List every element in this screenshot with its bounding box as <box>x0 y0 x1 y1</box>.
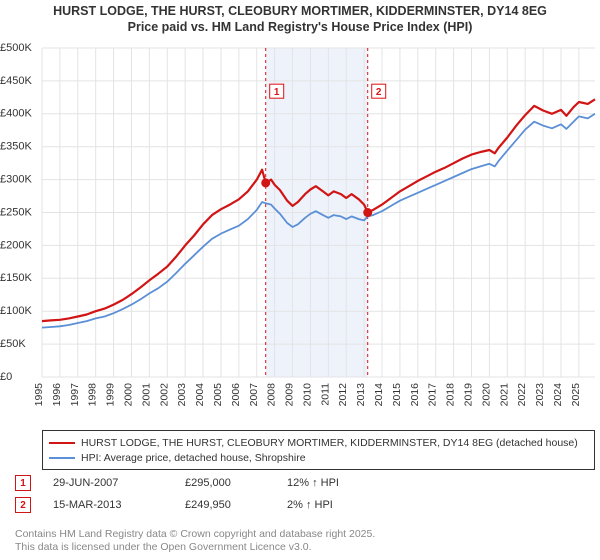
flag-badge-1: 1 <box>15 475 31 491</box>
svg-text:£100K: £100K <box>0 305 32 317</box>
svg-text:2010: 2010 <box>301 383 313 407</box>
flag-hpi-1: 12% ↑ HPI <box>287 477 377 489</box>
svg-text:2020: 2020 <box>480 383 492 407</box>
svg-text:2014: 2014 <box>373 383 385 407</box>
chart-title-block: HURST LODGE, THE HURST, CLEOBURY MORTIME… <box>0 0 600 35</box>
title-line-1: HURST LODGE, THE HURST, CLEOBURY MORTIME… <box>0 4 600 20</box>
svg-text:2004: 2004 <box>194 383 206 407</box>
flag-price-1: £295,000 <box>185 477 265 489</box>
svg-text:1997: 1997 <box>69 383 81 407</box>
svg-text:1995: 1995 <box>33 383 45 407</box>
attribution-line-2: This data is licensed under the Open Gov… <box>15 541 375 554</box>
attribution-line-1: Contains HM Land Registry data © Crown c… <box>15 528 375 541</box>
svg-text:£50K: £50K <box>0 338 26 350</box>
legend-label-price-paid: HURST LODGE, THE HURST, CLEOBURY MORTIME… <box>81 437 578 449</box>
flag-date-2: 15-MAR-2013 <box>53 499 163 511</box>
svg-text:2002: 2002 <box>158 383 170 407</box>
svg-text:2009: 2009 <box>284 383 296 407</box>
chart-area: £0 £50K £100K £150K £200K £250K £300K £350K £400… <box>0 42 600 422</box>
svg-text:1998: 1998 <box>87 383 99 407</box>
svg-text:2022: 2022 <box>516 383 528 407</box>
svg-text:2001: 2001 <box>140 383 152 407</box>
flag-row-1: 1 29-JUN-2007 £295,000 12% ↑ HPI <box>15 472 595 494</box>
flag-badge-2: 2 <box>15 497 31 513</box>
svg-text:£500K: £500K <box>0 42 32 54</box>
legend-item-hpi: HPI: Average price, detached house, Shro… <box>49 450 588 465</box>
svg-text:1999: 1999 <box>105 383 117 407</box>
legend-item-price-paid: HURST LODGE, THE HURST, CLEOBURY MORTIME… <box>49 435 588 450</box>
svg-text:2003: 2003 <box>176 383 188 407</box>
chart-svg: £0 £50K £100K £150K £200K £250K £300K £350K £400… <box>0 42 600 422</box>
svg-text:2005: 2005 <box>212 383 224 407</box>
svg-text:2012: 2012 <box>337 383 349 407</box>
svg-text:2017: 2017 <box>427 383 439 407</box>
title-line-2: Price paid vs. HM Land Registry's House … <box>0 20 600 36</box>
svg-text:£250K: £250K <box>0 206 32 218</box>
svg-text:2018: 2018 <box>445 383 457 407</box>
flag-hpi-2: 2% ↑ HPI <box>287 499 377 511</box>
legend-swatch-price-paid <box>49 442 75 444</box>
svg-text:£400K: £400K <box>0 108 32 120</box>
svg-text:2013: 2013 <box>355 383 367 407</box>
svg-text:2015: 2015 <box>391 383 403 407</box>
flag-table: 1 29-JUN-2007 £295,000 12% ↑ HPI 2 15-MA… <box>15 472 595 516</box>
svg-text:2024: 2024 <box>552 383 564 407</box>
svg-text:2019: 2019 <box>463 383 475 407</box>
legend-swatch-hpi <box>49 457 75 459</box>
flag-row-2: 2 15-MAR-2013 £249,950 2% ↑ HPI <box>15 494 595 516</box>
svg-text:2008: 2008 <box>266 383 278 407</box>
svg-text:£150K: £150K <box>0 272 32 284</box>
attribution: Contains HM Land Registry data © Crown c… <box>15 528 375 554</box>
svg-text:1996: 1996 <box>51 383 63 407</box>
flag-price-2: £249,950 <box>185 499 265 511</box>
svg-text:2007: 2007 <box>248 383 260 407</box>
svg-text:2006: 2006 <box>230 383 242 407</box>
svg-text:2000: 2000 <box>122 383 134 407</box>
svg-text:2011: 2011 <box>319 383 331 406</box>
svg-text:2016: 2016 <box>409 383 421 407</box>
svg-text:£200K: £200K <box>0 239 32 251</box>
svg-text:£350K: £350K <box>0 141 32 153</box>
svg-text:2021: 2021 <box>498 383 510 407</box>
legend-box: HURST LODGE, THE HURST, CLEOBURY MORTIME… <box>42 430 595 470</box>
legend-label-hpi: HPI: Average price, detached house, Shro… <box>81 452 306 464</box>
svg-text:£0: £0 <box>0 371 12 383</box>
svg-text:£300K: £300K <box>0 174 32 186</box>
svg-text:2025: 2025 <box>570 383 582 407</box>
svg-text:£450K: £450K <box>0 75 32 87</box>
svg-text:2023: 2023 <box>534 383 546 407</box>
svg-text:2: 2 <box>376 87 382 98</box>
flag-date-1: 29-JUN-2007 <box>53 477 163 489</box>
svg-text:1: 1 <box>274 87 280 98</box>
